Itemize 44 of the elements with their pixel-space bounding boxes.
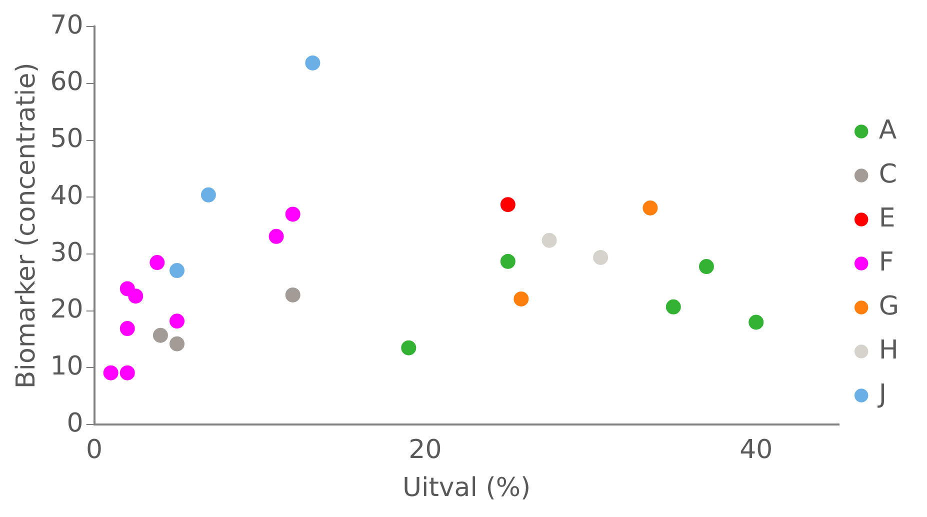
point	[642, 200, 658, 216]
x-tick-label: 0	[86, 434, 103, 465]
point	[666, 299, 681, 314]
legend-label: C	[878, 159, 898, 190]
x-axis-title: Uitval (%)	[402, 473, 531, 504]
y-tick-label: 20	[50, 294, 84, 325]
legend-label: G	[878, 291, 900, 322]
point	[152, 328, 168, 343]
point	[698, 259, 714, 274]
legend-label: J	[876, 379, 887, 410]
legend-label: E	[878, 203, 896, 234]
point	[401, 340, 416, 356]
point	[268, 228, 284, 244]
point	[285, 206, 300, 222]
point	[500, 254, 516, 269]
point	[120, 321, 135, 336]
point	[514, 291, 529, 306]
y-axis-title: Biomarker (concentratie)	[11, 62, 42, 389]
point	[748, 314, 764, 330]
y-tick-label: 70	[50, 10, 84, 40]
point	[103, 365, 118, 380]
point	[170, 336, 185, 352]
point	[305, 55, 320, 70]
legend-label: H	[878, 335, 898, 366]
point	[593, 250, 608, 265]
point	[500, 197, 516, 212]
point	[200, 187, 216, 202]
point	[150, 255, 165, 270]
x-tick-label: 20	[408, 434, 442, 465]
point	[542, 232, 557, 248]
point	[128, 288, 144, 304]
point	[170, 314, 185, 329]
y-tick-label: 60	[50, 67, 84, 98]
y-tick-label: 0	[66, 408, 84, 438]
x-tick-label: 40	[740, 434, 773, 465]
point	[170, 263, 185, 278]
y-tick-label: 10	[50, 351, 84, 382]
y-tick-label: 30	[50, 238, 84, 268]
legend-label: F	[878, 247, 894, 278]
y-tick-label: 40	[50, 180, 84, 211]
y-tick-label: 50	[50, 124, 84, 154]
point	[120, 365, 135, 380]
point	[285, 287, 300, 302]
legend-label: A	[878, 115, 897, 146]
